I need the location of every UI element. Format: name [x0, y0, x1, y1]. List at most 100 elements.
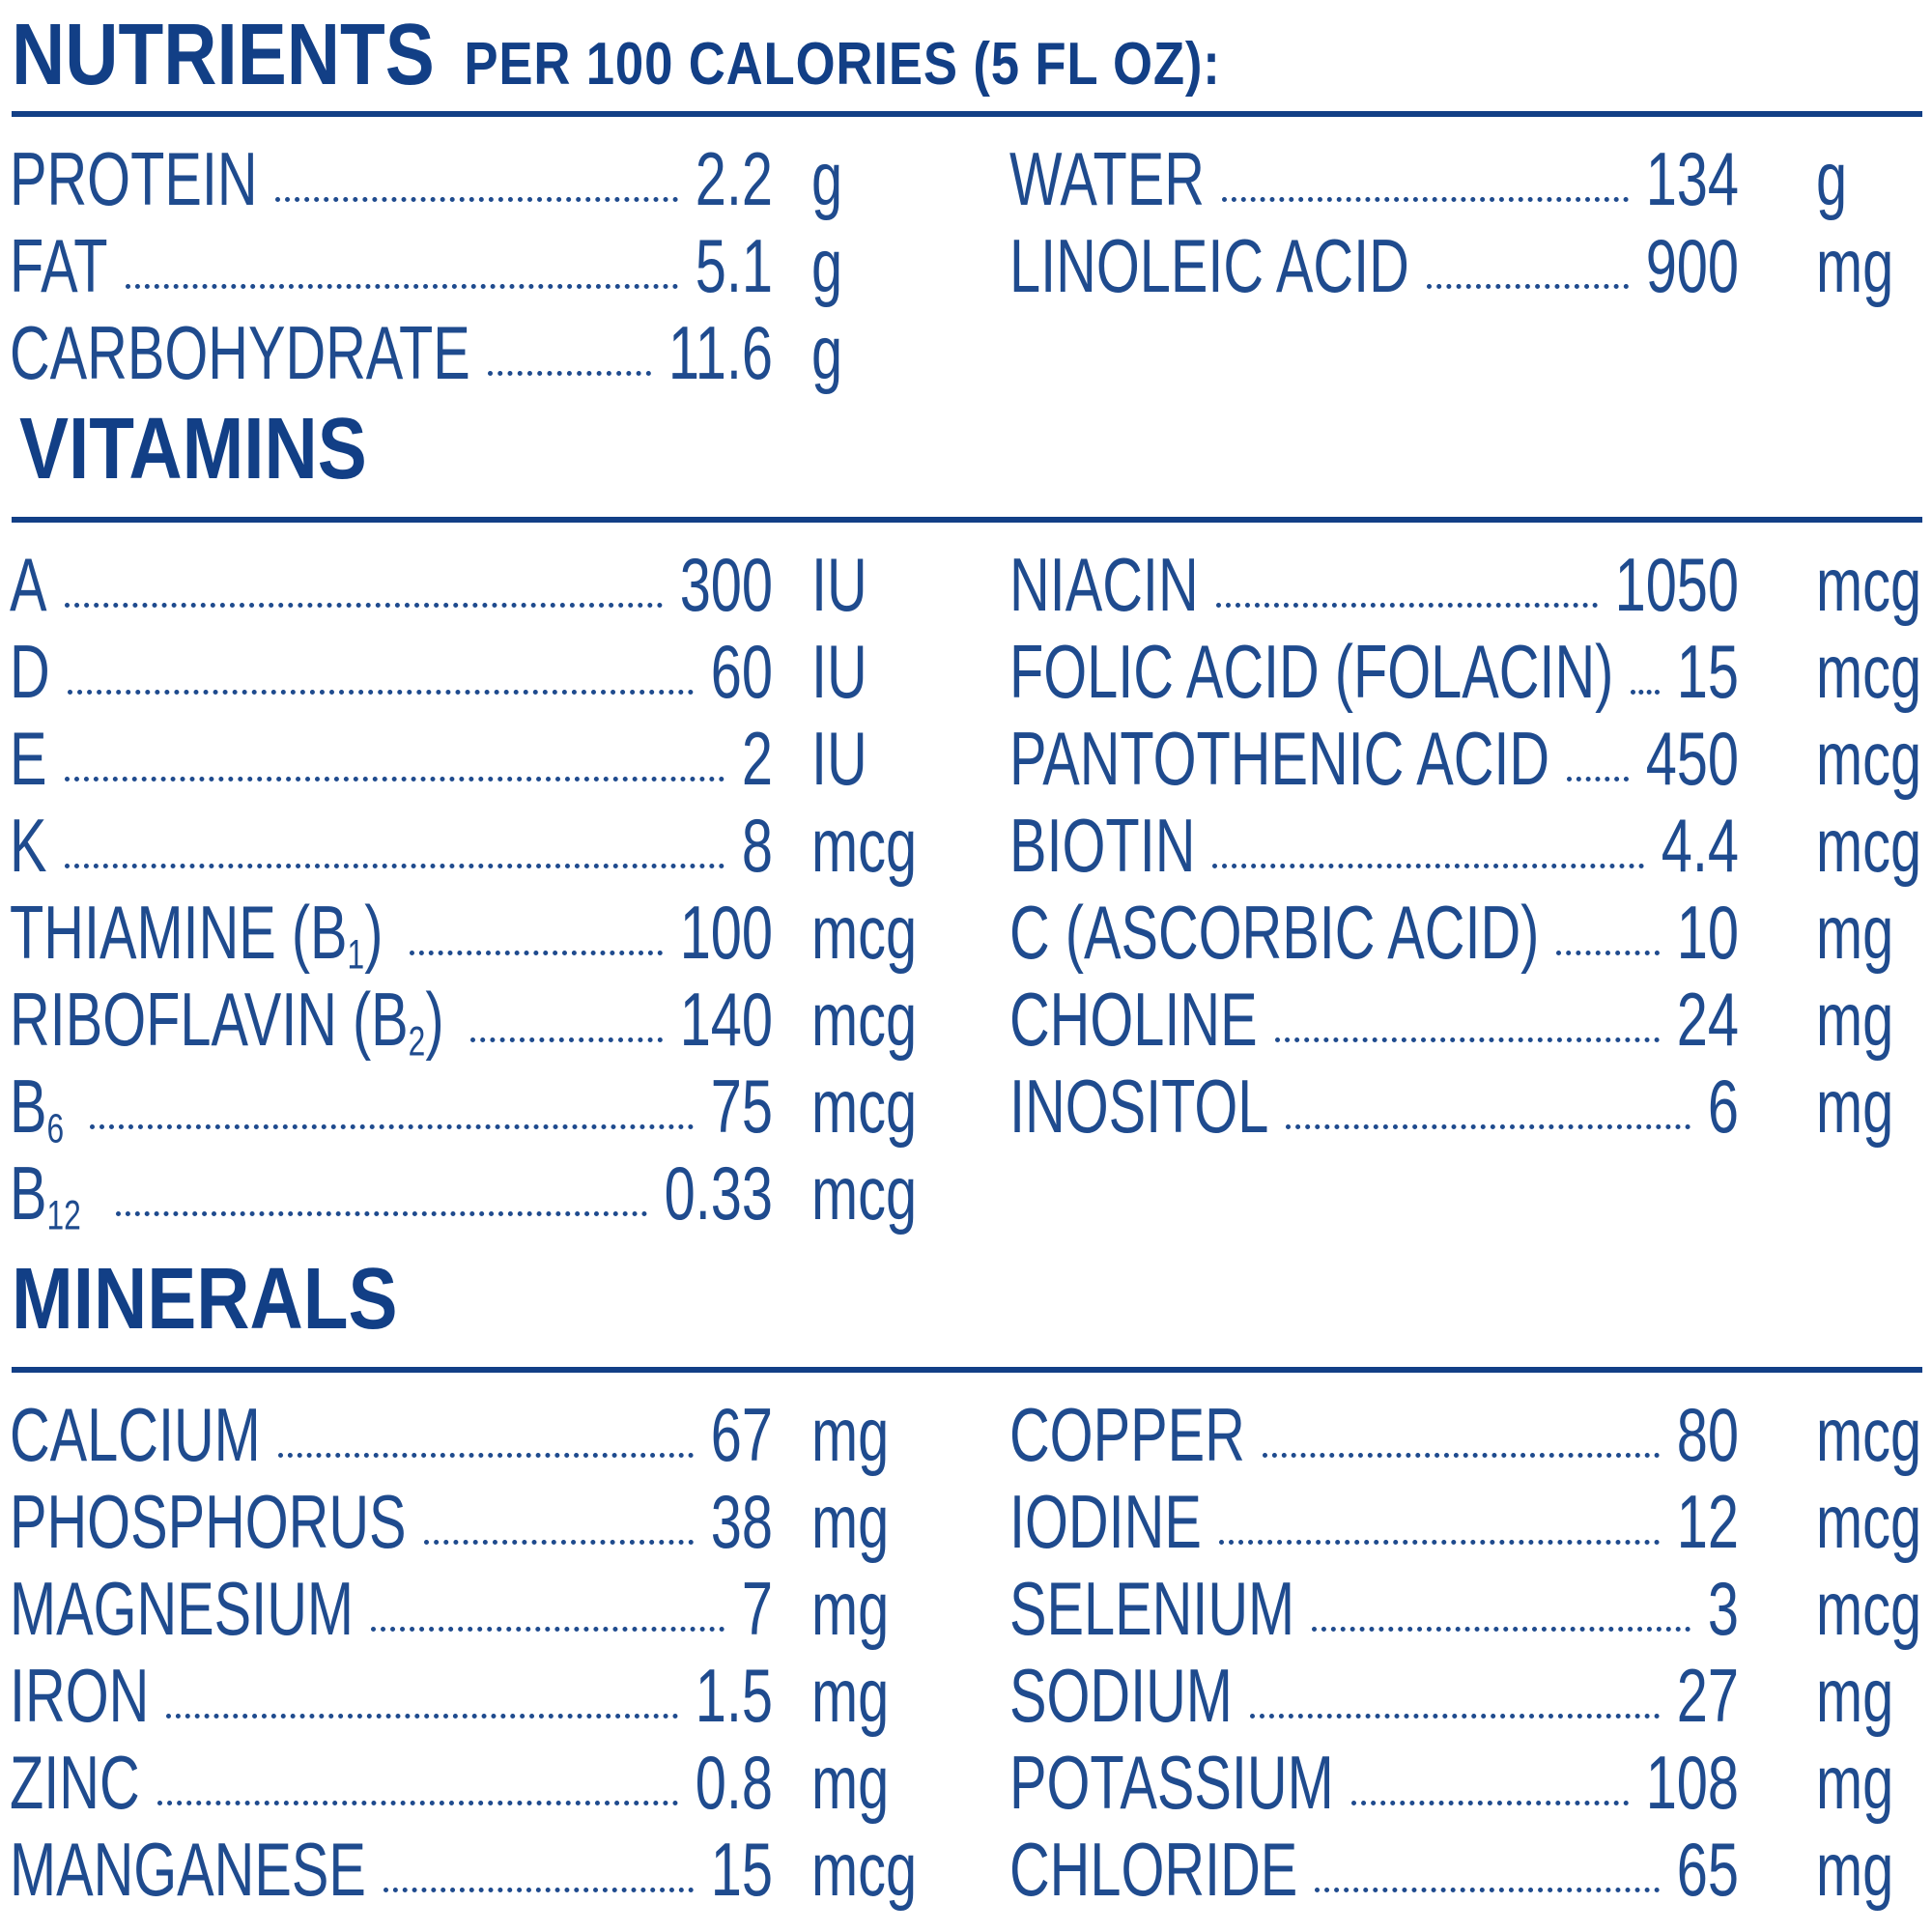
- nutrients-heading: NUTRIENTS: [12, 7, 435, 103]
- nutrient-value: 1.5: [695, 1653, 773, 1738]
- table-row: CARBOHYDRATE 11.6 g: [0, 309, 1932, 396]
- dot-leader: [1350, 1801, 1629, 1805]
- nutrient-unit: mcg: [811, 1151, 918, 1236]
- nutrient-value: 67: [710, 1392, 773, 1477]
- nutrient-unit: mcg: [1816, 542, 1922, 627]
- nutrient-name: B6: [10, 1064, 65, 1152]
- dot-leader: [1426, 284, 1629, 289]
- nutrient-unit: g: [811, 310, 843, 395]
- vitamins-table: A 300 IU NIACIN 1050 mcg D 60 IU FOLIC ACID (FOLA…: [0, 541, 1932, 1236]
- dot-leader: [116, 1211, 647, 1216]
- nutrient-value: 450: [1645, 716, 1739, 801]
- nutrient-value: 27: [1676, 1653, 1739, 1738]
- table-row: THIAMINE (B1) 100 mcg C (ASCORBIC ACID) 10 mg: [0, 889, 1932, 976]
- nutrient-value: 65: [1676, 1827, 1739, 1912]
- nutrient-value: 75: [710, 1064, 773, 1149]
- nutrient-name: FAT: [10, 223, 108, 308]
- nutrient-value: 24: [1676, 977, 1739, 1062]
- dot-leader: [156, 1801, 678, 1805]
- nutrient-name: PROTEIN: [10, 136, 258, 221]
- nutrient-unit: mg: [1816, 223, 1894, 308]
- minerals-title: MINERALS: [12, 1251, 398, 1348]
- dot-leader: [274, 197, 678, 202]
- table-row: E 2 IU PANTOTHENIC ACID 450 mcg: [0, 715, 1932, 802]
- nutrient-unit: g: [1816, 136, 1848, 221]
- nutrient-name: A: [10, 542, 47, 627]
- nutrient-value: 134: [1645, 136, 1739, 221]
- dot-leader: [1567, 777, 1629, 781]
- nutrient-value: 140: [679, 977, 773, 1062]
- dot-leader: [1249, 1714, 1660, 1719]
- table-row: CALCIUM 67 mg COPPER 80 mcg: [0, 1391, 1932, 1478]
- nutrient-value: 11.6: [668, 310, 773, 395]
- nutrient-name: ZINC: [10, 1740, 140, 1825]
- dot-leader: [125, 284, 678, 289]
- dot-leader: [277, 1453, 694, 1458]
- nutrients-title: NUTRIENTS PER 100 CALORIES (5 FL OZ):: [12, 12, 1221, 99]
- dot-leader: [1315, 1888, 1660, 1892]
- dot-leader: [64, 777, 724, 781]
- nutrient-unit: mg: [1816, 1653, 1894, 1738]
- dot-leader: [64, 864, 724, 868]
- nutrient-unit: mcg: [811, 803, 918, 888]
- nutrient-name: MANGANESE: [10, 1827, 366, 1912]
- nutrient-unit: mcg: [1816, 803, 1922, 888]
- table-row: K 8 mcg BIOTIN 4.4 mcg: [0, 802, 1932, 889]
- table-row: PHOSPHORUS 38 mg IODINE 12 mcg: [0, 1478, 1932, 1565]
- nutrient-value: 12: [1676, 1479, 1739, 1564]
- nutrient-unit: g: [811, 223, 843, 308]
- table-row: A 300 IU NIACIN 1050 mcg: [0, 541, 1932, 628]
- nutrient-value: 15: [710, 1827, 773, 1912]
- nutrients-table: PROTEIN 2.2 g WATER 134 g FAT 5.1 g LINOLEIC ACID…: [0, 135, 1932, 396]
- dot-leader: [166, 1714, 678, 1719]
- minerals-table: CALCIUM 67 mg COPPER 80 mcg PHOSPHORUS 38 mg IODI…: [0, 1391, 1932, 1913]
- nutrient-unit: IU: [811, 542, 867, 627]
- nutrient-name: B12: [10, 1151, 81, 1239]
- table-row: RIBOFLAVIN (B2) 140 mcg CHOLINE 24 mg: [0, 976, 1932, 1063]
- nutrient-value: 0.33: [664, 1151, 773, 1236]
- table-row: B6 75 mcg INOSITOL 6 mg: [0, 1063, 1932, 1150]
- nutrient-name: K: [10, 803, 47, 888]
- nutrient-name: PHOSPHORUS: [10, 1479, 407, 1564]
- dot-leader: [469, 1037, 663, 1042]
- dot-leader: [1274, 1037, 1660, 1042]
- nutrient-value: 38: [710, 1479, 773, 1564]
- table-row: FAT 5.1 g LINOLEIC ACID 900 mg: [0, 222, 1932, 309]
- nutrient-unit: mg: [811, 1479, 890, 1564]
- nutrient-name: WATER: [1009, 136, 1205, 221]
- dot-leader: [90, 1124, 694, 1129]
- nutrient-name: INOSITOL: [1009, 1064, 1269, 1149]
- nutrient-name: POTASSIUM: [1009, 1740, 1334, 1825]
- table-row: MANGANESE 15 mcg CHLORIDE 65 mg: [0, 1826, 1932, 1913]
- nutrient-value: 108: [1645, 1740, 1739, 1825]
- nutrient-name: CHOLINE: [1009, 977, 1258, 1062]
- nutrient-unit: mcg: [811, 1827, 918, 1912]
- nutrient-name: LINOLEIC ACID: [1009, 223, 1409, 308]
- nutrient-name: CALCIUM: [10, 1392, 261, 1477]
- nutrient-value: 2.2: [695, 136, 773, 221]
- dot-leader: [1631, 690, 1660, 695]
- nutrient-name: D: [10, 629, 50, 714]
- nutrient-unit: mcg: [1816, 629, 1922, 714]
- nutrient-value: 6: [1707, 1064, 1739, 1149]
- nutrient-name: E: [10, 716, 47, 801]
- nutrient-unit: mg: [811, 1740, 890, 1825]
- nutrient-name: CARBOHYDRATE: [10, 310, 470, 395]
- nutrient-name: FOLIC ACID (FOLACIN): [1009, 629, 1614, 714]
- nutrient-name: PANTOTHENIC ACID: [1009, 716, 1550, 801]
- nutrient-value: 80: [1676, 1392, 1739, 1477]
- nutrient-value: 7: [741, 1566, 773, 1651]
- nutrient-unit: IU: [811, 629, 867, 714]
- nutrient-name: IRON: [10, 1653, 150, 1738]
- nutrient-value: 5.1: [695, 223, 773, 308]
- nutrient-unit: mg: [1816, 1827, 1894, 1912]
- nutrient-unit: mcg: [1816, 1566, 1922, 1651]
- nutrient-name: BIOTIN: [1009, 803, 1196, 888]
- nutrient-unit: mg: [1816, 1064, 1894, 1149]
- table-row: MAGNESIUM 7 mg SELENIUM 3 mcg: [0, 1565, 1932, 1652]
- vitamins-title: VITAMINS: [19, 401, 367, 497]
- nutrient-name: C (ASCORBIC ACID): [1009, 890, 1540, 975]
- nutrient-unit: mcg: [811, 890, 918, 975]
- nutrient-value: 3: [1707, 1566, 1739, 1651]
- nutrient-unit: mg: [811, 1653, 890, 1738]
